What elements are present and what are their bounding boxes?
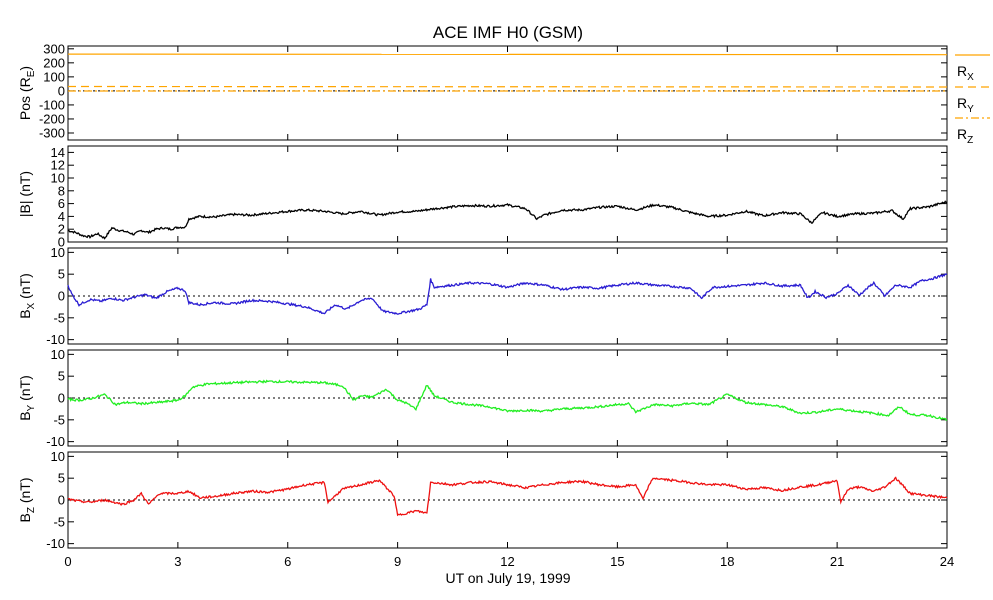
- y-tick-label: -10: [46, 332, 65, 347]
- y-tick-label: 4: [58, 209, 65, 224]
- y-tick-label: -5: [53, 310, 65, 325]
- panel-bz: 10 5 0 -5 -10 BZ (nT): [17, 449, 948, 551]
- y-tick-label: -10: [46, 536, 65, 551]
- y-tick-label: 0: [58, 289, 65, 304]
- x-tick-label: 18: [720, 554, 734, 569]
- series-line-by: [67, 379, 948, 421]
- legend-label-z: RZ: [957, 126, 973, 146]
- x-tick-label: 24: [940, 554, 954, 569]
- panel-bx: 10 5 0 -5 -10 BX (nT): [17, 245, 948, 347]
- y-tick-label: 0: [58, 235, 65, 250]
- panel-frame: [67, 45, 948, 141]
- y-tick-label: 300: [43, 41, 65, 56]
- y-tick-label: 0: [58, 493, 65, 508]
- y-tick-label: -100: [39, 97, 65, 112]
- series-line-bmag: [67, 200, 948, 240]
- y-tick-label: -5: [53, 514, 65, 529]
- x-tick-label: 15: [610, 554, 624, 569]
- y-tick-label: 5: [58, 471, 65, 486]
- y-tick-label: 10: [51, 347, 65, 362]
- panel-frame: [67, 145, 948, 243]
- y-tick-label: 10: [51, 449, 65, 464]
- y-tick-label: 0: [58, 83, 65, 98]
- x-tick-label: 9: [394, 554, 401, 569]
- y-axis-label: BY (nT): [17, 375, 37, 421]
- series-line-bz: [68, 476, 948, 517]
- y-tick-label: 10: [51, 171, 65, 186]
- y-tick-label: 0: [58, 391, 65, 406]
- y-tick-label: 12: [51, 158, 65, 173]
- legend-label-y: RY: [957, 95, 974, 115]
- y-tick-label: 14: [51, 145, 65, 160]
- y-axis-label: BX (nT): [17, 273, 37, 319]
- y-tick-label: -10: [46, 434, 65, 449]
- x-axis-label: UT on July 19, 1999: [445, 570, 570, 586]
- y-axis-label: Pos (RE): [17, 66, 37, 120]
- y-tick-label: 6: [58, 196, 65, 211]
- legend-label-x: RX: [957, 63, 974, 83]
- y-tick-label: 100: [43, 69, 65, 84]
- series-line-pos-x: [67, 53, 948, 56]
- y-tick-label: 200: [43, 55, 65, 70]
- y-axis-label: BZ (nT): [17, 477, 37, 522]
- series-line-bx: [67, 273, 948, 315]
- series-line-pos-y: [67, 85, 948, 88]
- x-tick-label: 12: [500, 554, 514, 569]
- x-tick-label: 0: [64, 554, 71, 569]
- x-tick-label: 6: [284, 554, 291, 569]
- x-tick-label: 21: [830, 554, 844, 569]
- y-axis-label: |B| (nT): [17, 171, 33, 217]
- chart-title: ACE IMF H0 (GSM): [433, 23, 583, 42]
- y-tick-label: 10: [51, 245, 65, 260]
- x-tick-label: 3: [174, 554, 181, 569]
- y-tick-label: -5: [53, 412, 65, 427]
- y-tick-label: 5: [58, 267, 65, 282]
- y-tick-label: 8: [58, 183, 65, 198]
- y-tick-label: -300: [39, 125, 65, 140]
- y-tick-label: 5: [58, 369, 65, 384]
- y-tick-label: 2: [58, 222, 65, 237]
- y-tick-label: -200: [39, 111, 65, 126]
- panel-by: 10 5 0 -5 -10 BY (nT): [17, 347, 948, 449]
